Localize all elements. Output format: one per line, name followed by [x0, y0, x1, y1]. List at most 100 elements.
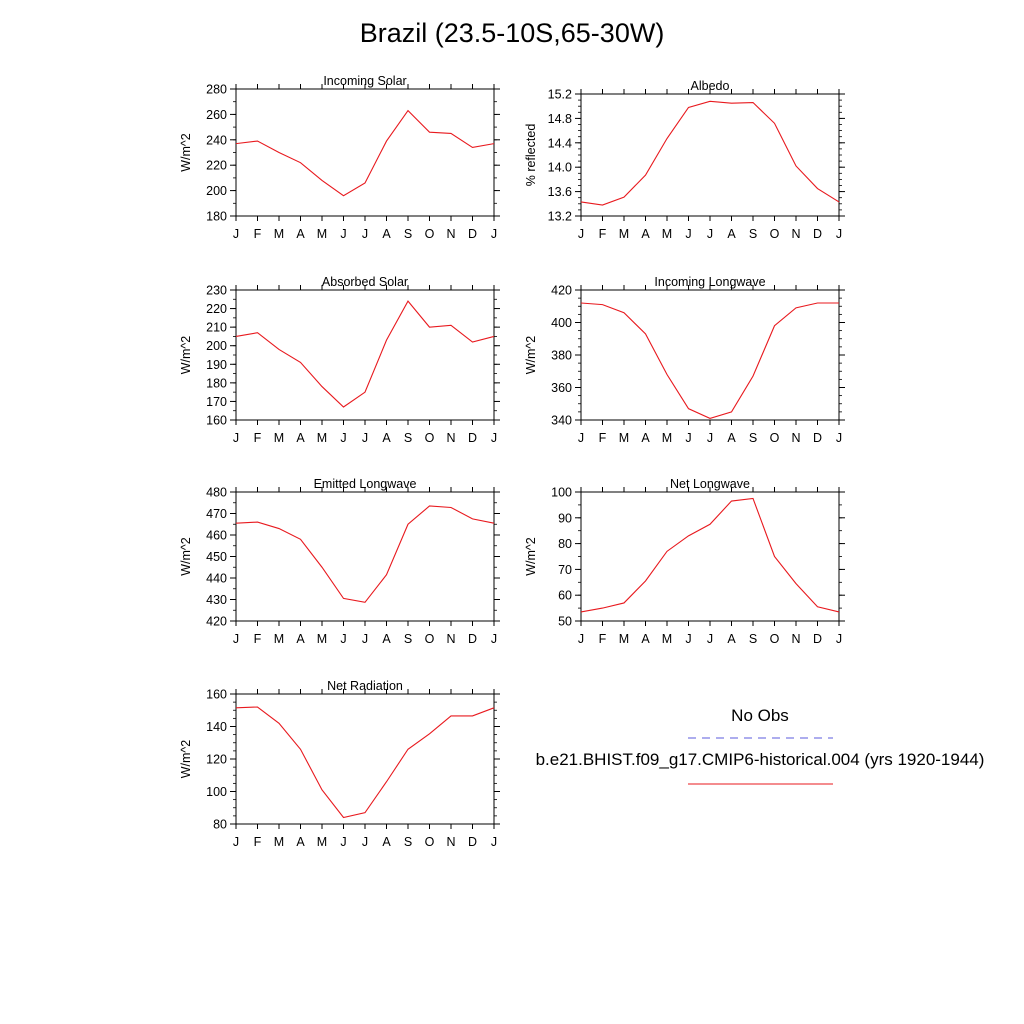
x-tick-label: J — [491, 227, 497, 241]
y-tick-label: 160 — [206, 414, 227, 428]
x-tick-label: S — [749, 632, 757, 646]
x-tick-label: J — [362, 227, 368, 241]
series-line — [580, 497, 840, 613]
x-tick-label: M — [317, 632, 327, 646]
y-tick-label: 14.0 — [548, 161, 572, 175]
y-axis-label: W/m^2 — [524, 336, 538, 375]
panel-title: Net Longwave — [670, 477, 750, 491]
legend-model-label: b.e21.BHIST.f09_g17.CMIP6-historical.004… — [535, 750, 985, 769]
x-tick-label: S — [404, 227, 412, 241]
x-tick-label: J — [233, 632, 239, 646]
y-axis-label: % reflected — [524, 124, 538, 187]
x-tick-label: J — [685, 431, 691, 445]
x-tick-label: D — [813, 632, 822, 646]
x-tick-label: M — [317, 431, 327, 445]
y-tick-label: 60 — [558, 589, 572, 603]
x-tick-label: F — [599, 431, 607, 445]
x-tick-label: N — [446, 227, 455, 241]
plot-frame — [235, 88, 495, 217]
series-line — [580, 302, 839, 419]
y-tick-label: 430 — [206, 593, 227, 607]
y-tick-label: 170 — [206, 395, 227, 409]
y-tick-label: 260 — [206, 108, 227, 122]
x-tick-label: N — [446, 431, 455, 445]
panel-title: Emitted Longwave — [314, 477, 417, 491]
x-tick-label: N — [791, 431, 800, 445]
legend-lines — [688, 737, 833, 785]
x-tick-label: D — [468, 227, 477, 241]
x-tick-label: J — [340, 227, 346, 241]
y-tick-label: 100 — [206, 785, 227, 799]
y-tick-label: 470 — [206, 507, 227, 521]
y-tick-label: 420 — [551, 284, 572, 298]
y-tick-label: 160 — [206, 688, 227, 702]
x-tick-label: J — [362, 632, 368, 646]
x-tick-label: A — [382, 227, 391, 241]
y-tick-label: 190 — [206, 358, 227, 372]
x-tick-label: N — [446, 835, 455, 849]
figure-title: Brazil (23.5-10S,65-30W) — [359, 18, 665, 48]
x-tick-label: J — [362, 835, 368, 849]
x-tick-label: M — [619, 431, 629, 445]
y-tick-label: 240 — [206, 133, 227, 147]
x-tick-label: F — [599, 632, 607, 646]
x-tick-label: A — [296, 835, 305, 849]
y-axis-label: W/m^2 — [179, 336, 193, 375]
x-tick-label: J — [340, 431, 346, 445]
y-axis-label: W/m^2 — [179, 537, 193, 576]
x-tick-label: S — [404, 835, 412, 849]
y-tick-label: 420 — [206, 615, 227, 629]
y-tick-label: 200 — [206, 184, 227, 198]
x-tick-label: D — [813, 227, 822, 241]
x-tick-label: J — [836, 227, 842, 241]
x-tick-label: M — [619, 632, 629, 646]
panel-title: Incoming Longwave — [654, 275, 765, 289]
x-tick-label: N — [791, 632, 800, 646]
x-tick-label: A — [296, 632, 305, 646]
x-tick-label: J — [340, 632, 346, 646]
x-tick-label: D — [813, 431, 822, 445]
y-tick-label: 80 — [213, 818, 227, 832]
x-tick-label: N — [446, 632, 455, 646]
y-tick-label: 230 — [206, 284, 227, 298]
x-tick-label: J — [491, 431, 497, 445]
x-tick-label: O — [425, 835, 435, 849]
y-tick-label: 90 — [558, 511, 572, 525]
y-tick-label: 14.4 — [548, 136, 572, 150]
plot-frame — [580, 491, 840, 622]
panel-title: Albedo — [691, 79, 730, 93]
y-tick-label: 13.6 — [548, 185, 572, 199]
plot-frame — [235, 693, 495, 825]
x-tick-label: F — [254, 227, 262, 241]
y-tick-label: 100 — [551, 486, 572, 500]
x-tick-label: A — [641, 227, 650, 241]
x-tick-label: S — [404, 431, 412, 445]
x-tick-label: S — [749, 431, 757, 445]
x-tick-label: M — [619, 227, 629, 241]
y-tick-label: 450 — [206, 550, 227, 564]
x-tick-label: M — [662, 431, 672, 445]
x-tick-label: O — [770, 227, 780, 241]
x-tick-label: M — [274, 632, 284, 646]
y-tick-label: 13.2 — [548, 210, 572, 224]
x-tick-label: F — [254, 431, 262, 445]
y-tick-label: 480 — [206, 486, 227, 500]
x-tick-label: J — [233, 431, 239, 445]
y-axis-label: W/m^2 — [179, 133, 193, 172]
series-line — [235, 300, 495, 408]
x-tick-label: A — [382, 632, 391, 646]
x-tick-label: A — [641, 632, 650, 646]
x-tick-label: S — [749, 227, 757, 241]
x-tick-label: J — [836, 431, 842, 445]
x-tick-label: O — [425, 431, 435, 445]
x-tick-label: M — [274, 431, 284, 445]
y-tick-label: 340 — [551, 414, 572, 428]
y-axis-label: W/m^2 — [524, 537, 538, 576]
x-tick-label: O — [770, 632, 780, 646]
y-tick-label: 280 — [206, 83, 227, 97]
x-tick-label: J — [578, 431, 584, 445]
x-tick-label: A — [727, 431, 736, 445]
